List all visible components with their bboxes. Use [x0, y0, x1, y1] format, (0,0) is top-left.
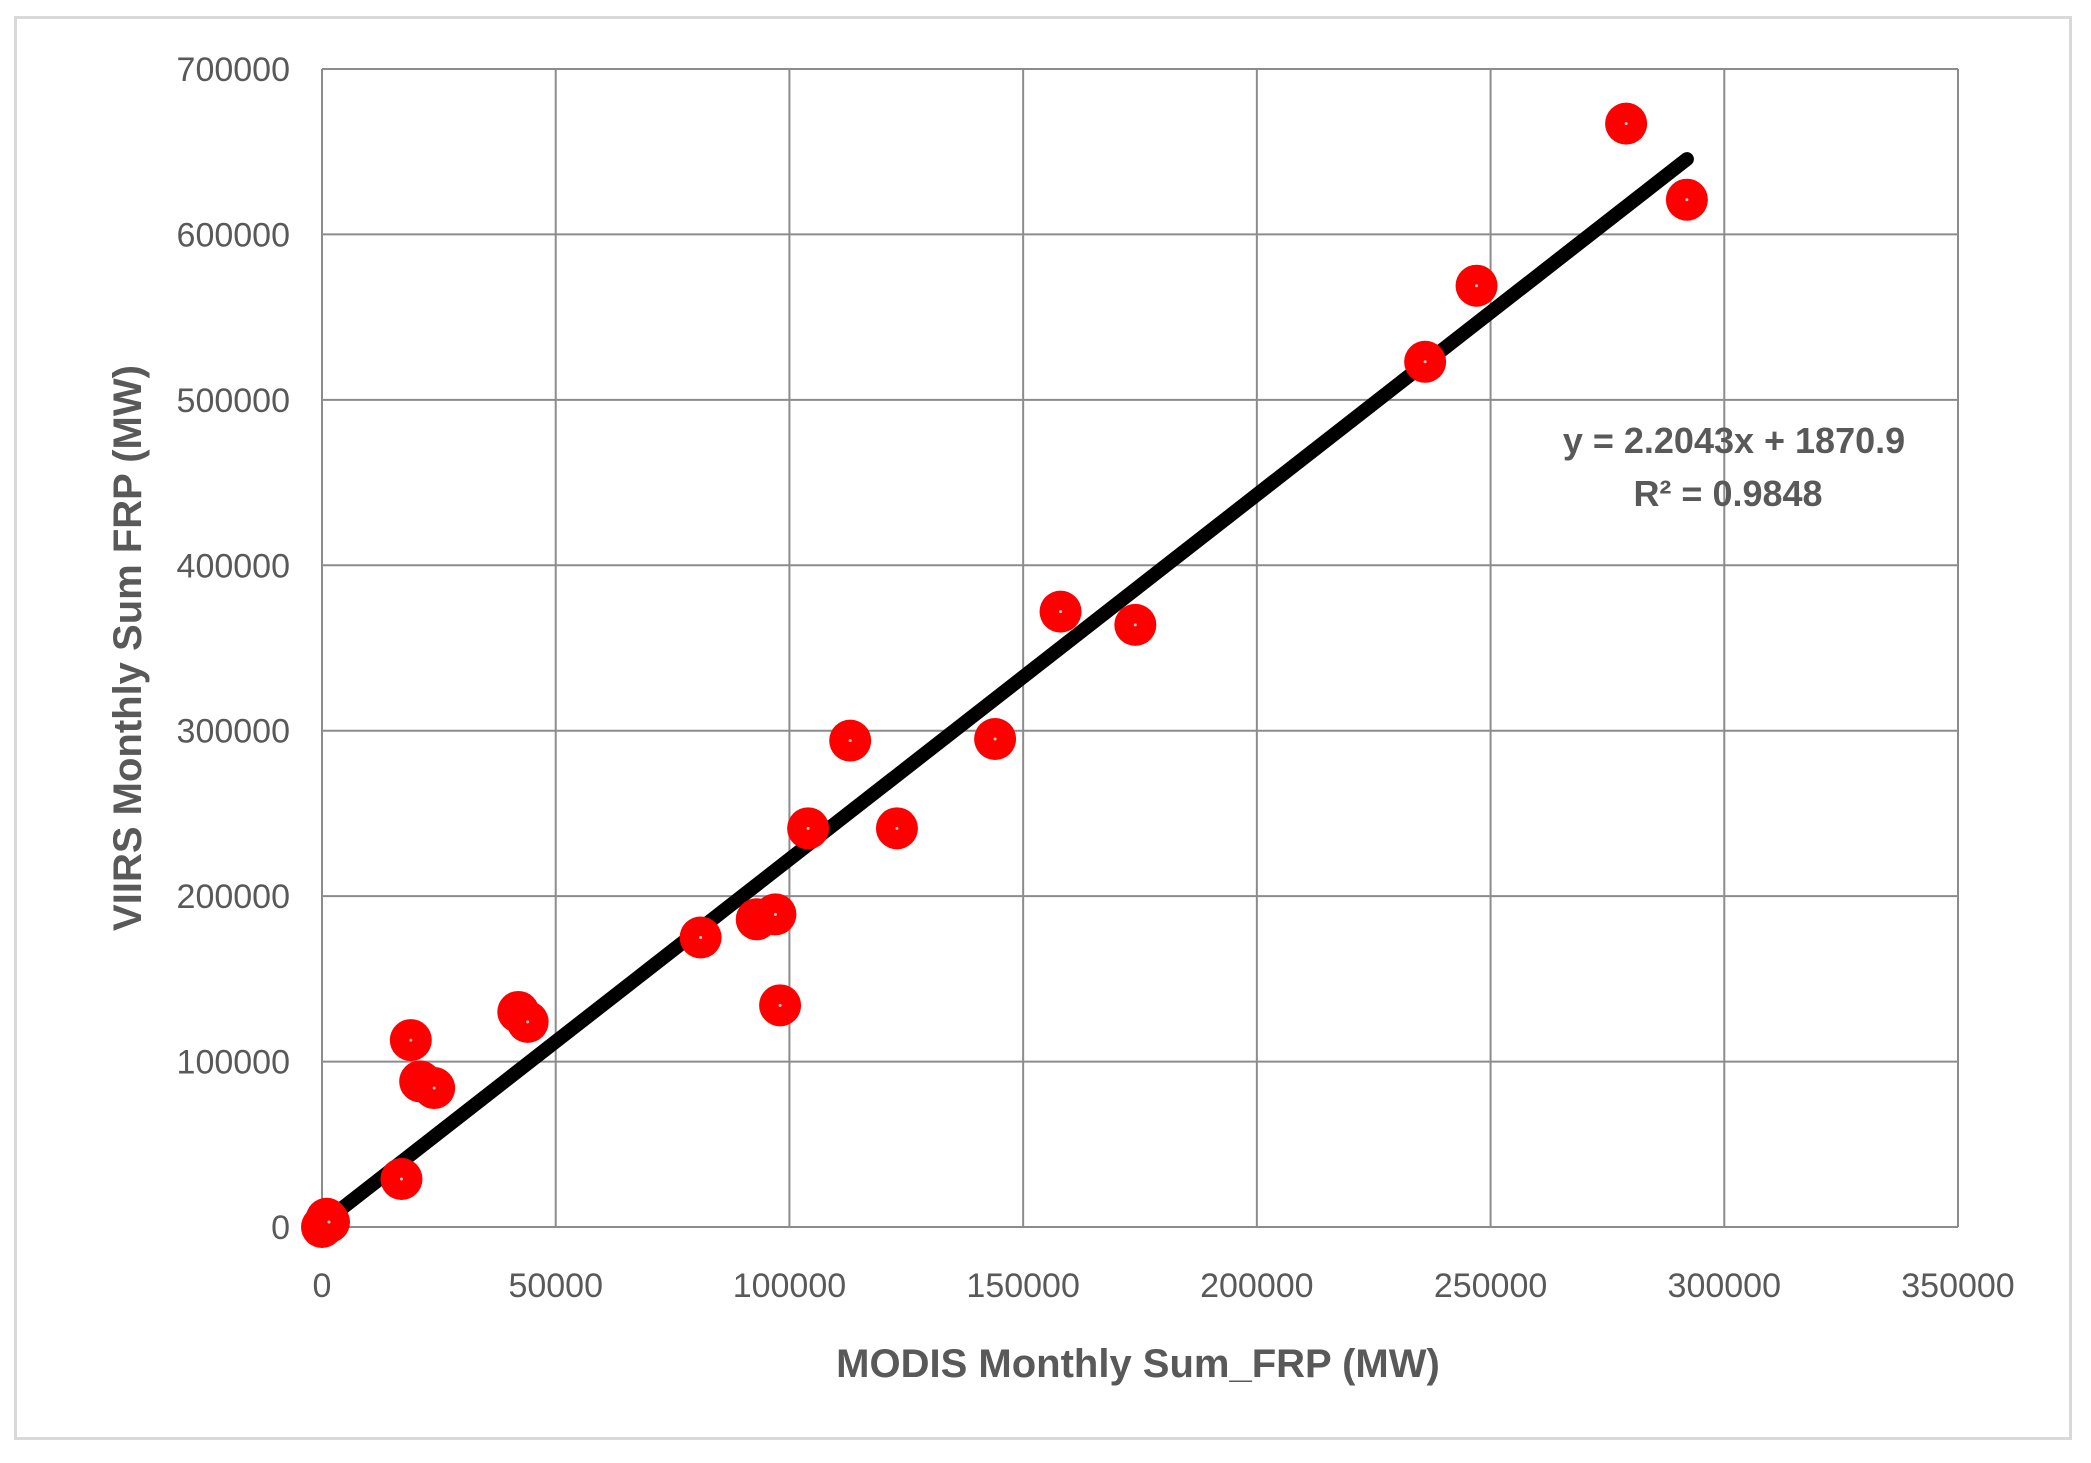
y-tick-label: 100000 — [177, 1044, 290, 1082]
x-tick-label: 100000 — [733, 1267, 846, 1305]
x-tick-label: 50000 — [508, 1267, 603, 1305]
data-point-center — [895, 826, 899, 830]
y-tick-label: 0 — [271, 1209, 290, 1247]
data-point-center — [993, 737, 997, 741]
data-point-center — [1475, 284, 1479, 288]
scatter-chart: 0 50000 100000 150000 200000 250000 300000 3500… — [106, 51, 2015, 1386]
trendline-layer — [315, 152, 1694, 1231]
y-tick-label: 400000 — [177, 547, 290, 585]
data-point-center — [699, 936, 703, 939]
data-point-center — [409, 1038, 413, 1042]
x-tick-label: 150000 — [966, 1267, 1079, 1305]
x-tick-label: 250000 — [1434, 1267, 1547, 1305]
data-point-center — [399, 1177, 403, 1181]
data-point-center — [1423, 360, 1427, 364]
data-point-center — [778, 1003, 782, 1007]
x-axis-title: MODIS Monthly Sum_FRP (MW) — [836, 1342, 1440, 1386]
data-point-center — [526, 1020, 530, 1024]
grid-lines — [321, 68, 1959, 1228]
x-tick-label: 300000 — [1668, 1267, 1781, 1305]
data-point-center — [806, 826, 810, 830]
y-axis-title: VIIRS Monthly Sum FRP (MW) — [106, 365, 150, 931]
y-tick-label: 600000 — [177, 216, 290, 254]
x-tick-label: 0 — [313, 1267, 332, 1305]
trendline-equation: y = 2.2043x + 1870.9 — [1563, 420, 1905, 461]
data-point-center — [1624, 122, 1628, 126]
y-tick-label: 200000 — [177, 878, 290, 916]
data-point-center — [773, 912, 777, 916]
y-tick-label: 300000 — [177, 713, 290, 751]
y-tick-label: 700000 — [177, 51, 290, 89]
trendline-r-squared: R² = 0.9848 — [1633, 473, 1822, 514]
x-tick-label: 350000 — [1901, 1267, 2014, 1305]
chart-frame: 0 50000 100000 150000 200000 250000 300000 3500… — [14, 16, 2072, 1440]
data-point-center — [848, 739, 852, 743]
data-point-center — [432, 1086, 436, 1090]
data-point-center — [1133, 623, 1137, 627]
data-point-center — [327, 1220, 331, 1224]
data-point-center — [1685, 198, 1689, 202]
data-points — [301, 102, 1708, 1248]
data-point-center — [1059, 610, 1063, 614]
x-tick-label: 200000 — [1200, 1267, 1313, 1305]
y-tick-label: 500000 — [177, 382, 290, 420]
tick-labels: 0 50000 100000 150000 200000 250000 300000 3500… — [177, 51, 2015, 1305]
trendline — [315, 152, 1694, 1231]
